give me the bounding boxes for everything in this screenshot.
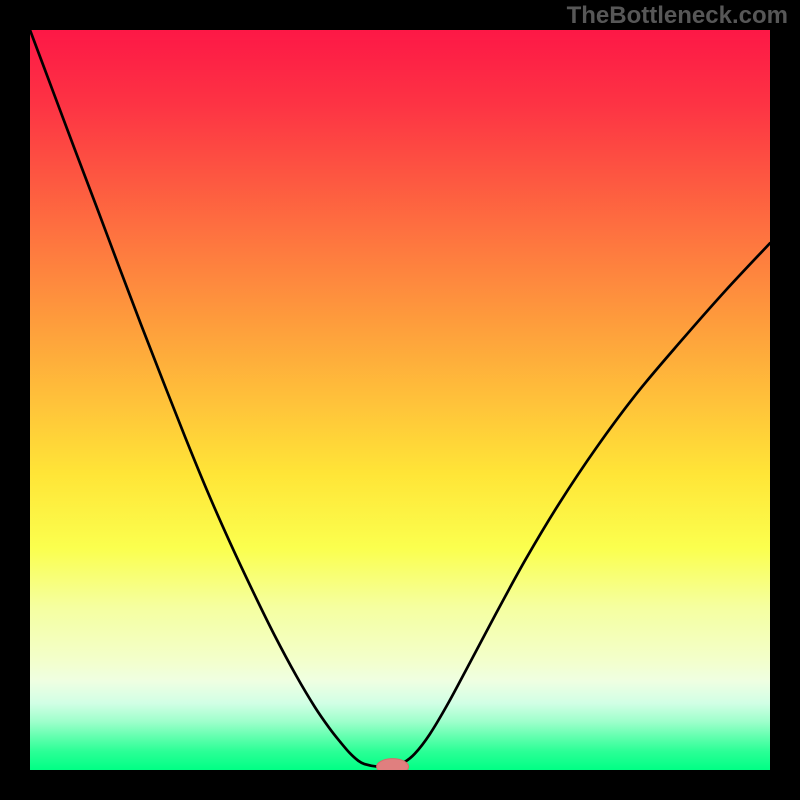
- plot-area: [30, 30, 770, 770]
- chart-svg: [30, 30, 770, 770]
- gradient-background: [30, 30, 770, 770]
- watermark-text: TheBottleneck.com: [567, 2, 788, 30]
